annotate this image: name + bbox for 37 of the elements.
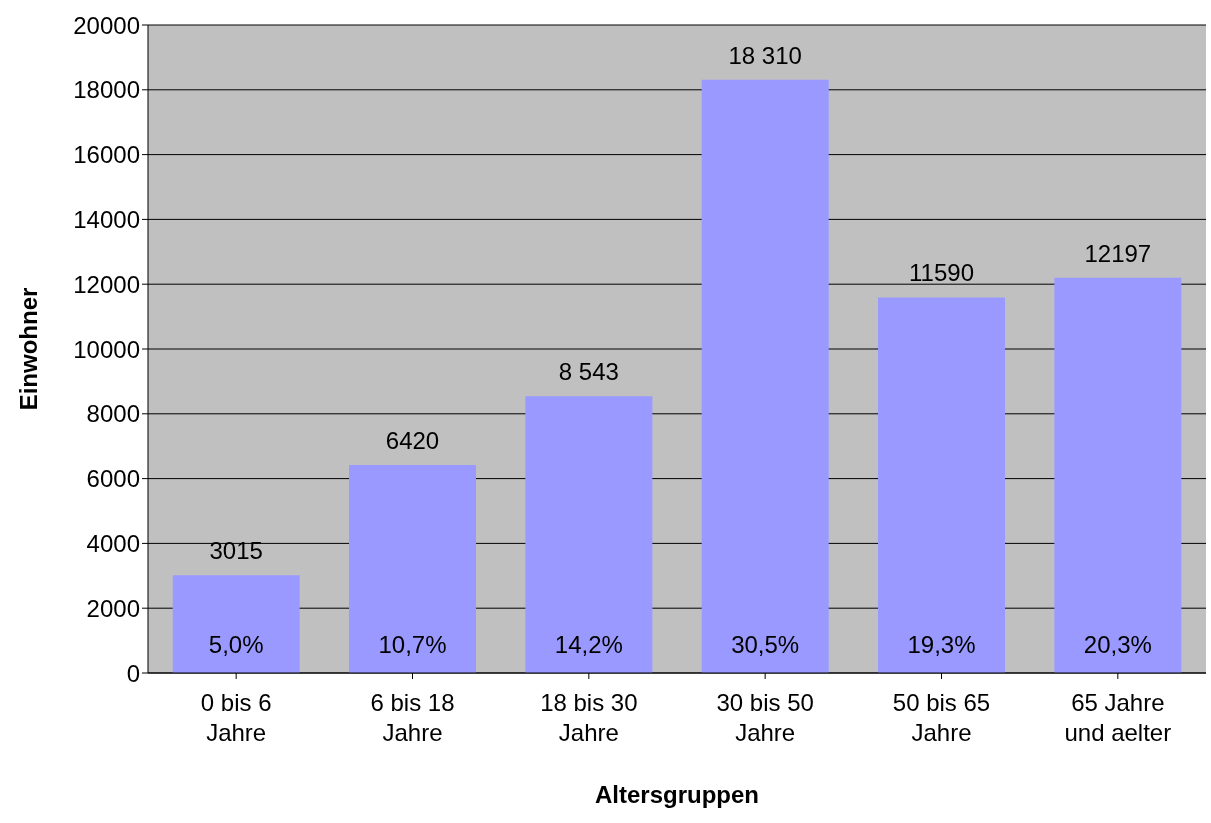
x-tick-label: 0 bis 6 Jahre (200, 689, 272, 746)
y-tick-label: 12000 (73, 270, 140, 298)
data-label: 3015 (209, 537, 263, 565)
data-label: 6420 (385, 426, 440, 454)
y-tick-label: 4000 (86, 529, 140, 557)
y-tick-label: 16000 (73, 141, 140, 169)
annotation: 5,0% (208, 631, 264, 658)
bar (701, 79, 829, 673)
x-tick-label: 50 bis 65 Jahre (892, 689, 991, 746)
annotation: 14,2% (554, 631, 623, 658)
y-tick-label: 0 (126, 659, 140, 687)
x-tick-label: 65 Jahre und aelter (1064, 689, 1172, 746)
y-tick-label: 2000 (86, 594, 140, 622)
y-axis-title: Einwohner (14, 287, 42, 411)
y-tick-label: 6000 (86, 465, 140, 493)
annotation: 30,5% (731, 631, 800, 658)
annotation: 20,3% (1083, 631, 1152, 658)
annotation: 10,7% (378, 631, 447, 658)
data-label: 8 543 (558, 358, 619, 386)
x-tick-label: 30 bis 50 Jahre (716, 689, 814, 746)
y-tick-label: 8000 (86, 400, 140, 428)
x-axis-title: Altersgruppen (594, 781, 760, 808)
y-tick-label: 10000 (73, 335, 140, 363)
x-tick-label: 18 bis 30 Jahre (540, 689, 638, 746)
data-label: 12197 (1084, 239, 1152, 267)
bar (878, 297, 1006, 673)
data-label: 11590 (909, 259, 974, 287)
y-tick-label: 18000 (73, 76, 140, 104)
bar (525, 396, 653, 673)
data-label: 18 310 (728, 41, 802, 69)
bar (172, 575, 300, 673)
y-tick-label: 20000 (73, 11, 140, 39)
annotation: 19,3% (907, 631, 976, 658)
x-tick-label: 6 bis 18 Jahre (370, 689, 455, 746)
bar (349, 464, 477, 673)
bar (1054, 277, 1182, 673)
y-tick-label: 14000 (73, 205, 140, 233)
